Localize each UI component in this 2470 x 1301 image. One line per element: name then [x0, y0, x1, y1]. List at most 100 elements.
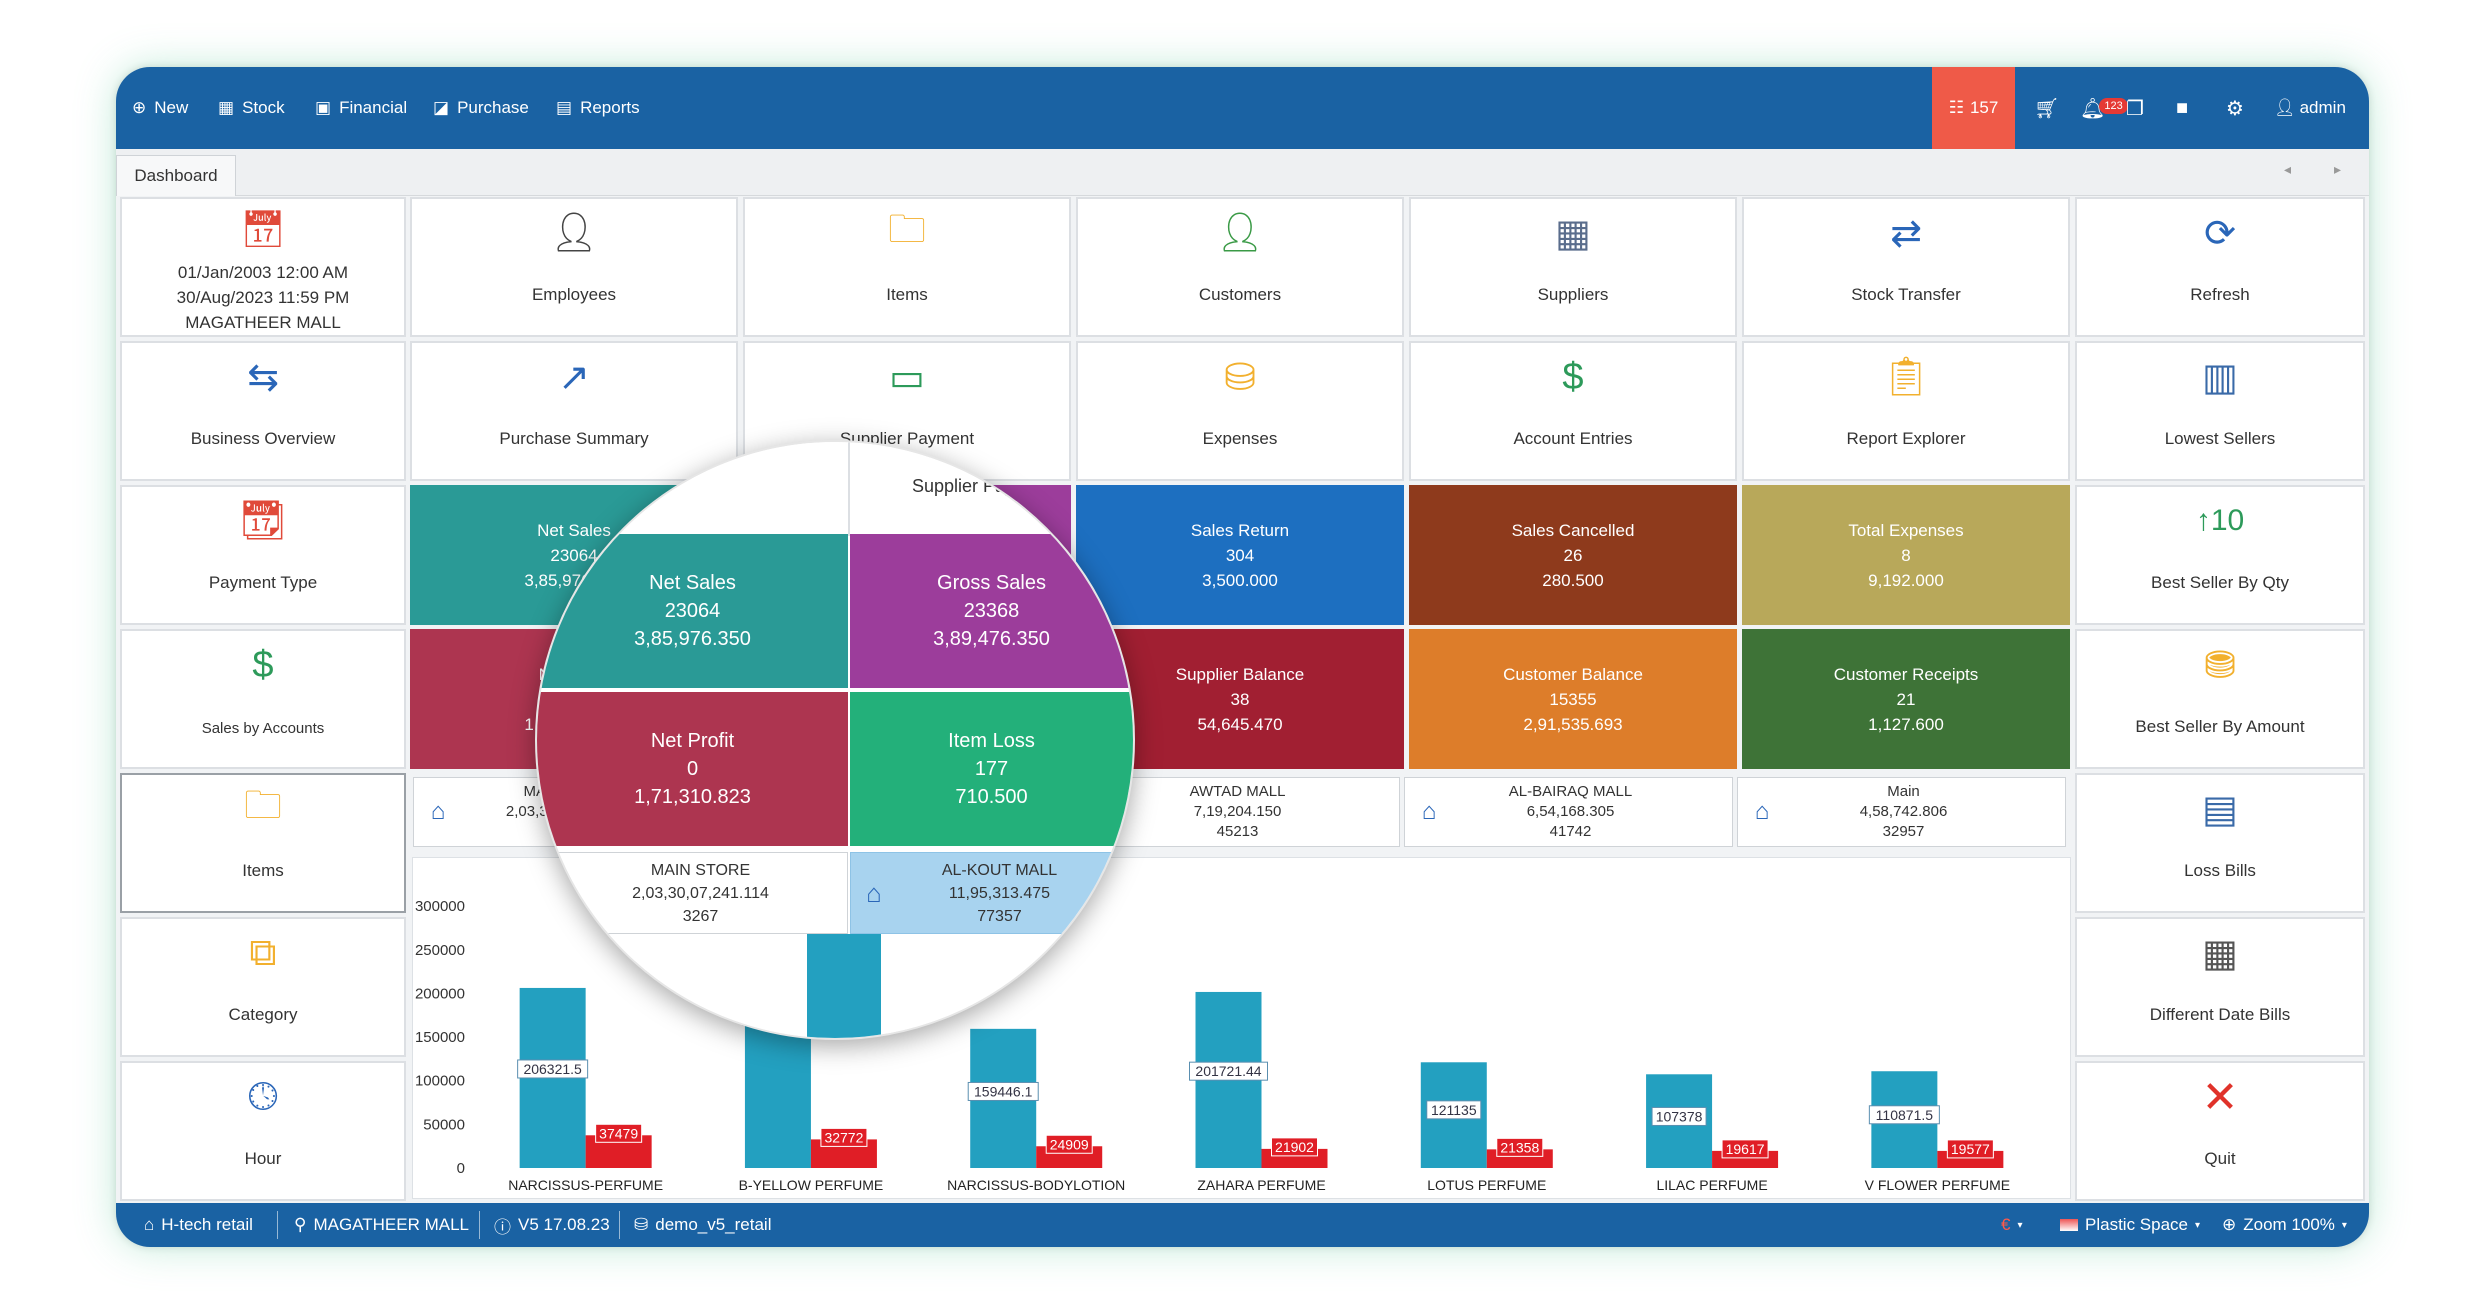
status-store[interactable]: ⚲ MAGATHEER MALL — [294, 1203, 469, 1247]
data-label: 19617 — [1726, 1141, 1765, 1157]
supplier-balance-count: 38 — [1230, 689, 1250, 709]
y-tick-label: 200000 — [415, 985, 465, 1002]
transfer-icon: ⇄ — [1890, 212, 1922, 255]
sales-cancelled-count: 26 — [1563, 545, 1583, 565]
best-seller-amount-tile[interactable]: ⛃ Best Seller By Amount — [2075, 629, 2365, 769]
magnified-net-profit-amount: 1,71,310.823 — [634, 786, 751, 808]
date-range-panel[interactable]: 📅︎ 01/Jan/2003 12:00 AM 30/Aug/2023 11:5… — [120, 197, 406, 337]
loss-bills-tile[interactable]: ▤ Loss Bills — [2075, 773, 2365, 913]
folder-add-icon: 🗀 — [243, 784, 282, 827]
folder-add-icon: 🗀 — [887, 208, 926, 251]
customers-label: Customers — [1198, 285, 1282, 304]
user-menu[interactable]: 👤︎ admin — [2274, 67, 2346, 149]
nav-purchase[interactable]: ◪ Purchase — [433, 67, 529, 149]
copy-icon[interactable]: ❐ — [2126, 97, 2144, 120]
boxes-icon: ▦ — [218, 98, 235, 117]
magnified-store-al-kout-mall: ⌂ AL-KOUT MALL 11,95,313.475 77357 — [850, 852, 1133, 934]
nav-stock[interactable]: ▦ Stock — [218, 67, 285, 149]
data-label-box — [595, 1123, 643, 1143]
store-main[interactable]: ⌂ Main 4,58,742.806 32957 — [1737, 777, 2066, 847]
status-database[interactable]: ⛁ demo_v5_retail — [634, 1203, 772, 1247]
trend-up-icon: ↗ — [558, 356, 590, 399]
customer-balance-card[interactable]: Customer Balance 15355 2,91,535.693 — [1409, 629, 1737, 769]
x-category-label: V FLOWER PERFUME — [1865, 1177, 2010, 1193]
data-label: 107378 — [1656, 1108, 1703, 1124]
sales-cancelled-amount: 280.500 — [1542, 570, 1604, 590]
store-al-bairaq-mall[interactable]: ⌂ AL-BAIRAQ MALL 6,54,168.305 41742 — [1404, 777, 1733, 847]
zoom-menu[interactable]: ⊕ Zoom 100% ▾ — [2222, 1215, 2347, 1234]
data-label-box — [1271, 1137, 1318, 1157]
employees-tile[interactable]: 👤︎ Employees — [410, 197, 738, 337]
suppliers-tile[interactable]: ▦ Suppliers — [1409, 197, 1737, 337]
magnifier-lens: Supplier Payment Net Sales 23064 3,85,97… — [535, 440, 1135, 1040]
money-boxes-icon: ⛃ — [2204, 644, 2236, 687]
user-icon: 👤︎ — [2274, 98, 2296, 117]
dollar-doc-icon: $ — [1562, 355, 1584, 398]
category-label: Category — [228, 1005, 298, 1024]
calendar-icon: 📅︎ — [240, 207, 286, 249]
theme-menu[interactable]: Plastic Space ▾ — [2060, 1203, 2200, 1247]
business-overview-tile[interactable]: ⇆ Business Overview — [120, 341, 406, 481]
notification-counter[interactable]: ☷ 157 — [1932, 67, 2015, 149]
payment-type-tile[interactable]: 📆︎ Payment Type — [120, 485, 406, 625]
sales-return-count: 304 — [1225, 545, 1255, 565]
sales-return-title: Sales Return — [1190, 520, 1290, 540]
gear-icon[interactable]: ⚙ — [2226, 97, 2244, 120]
list-icon: ☷ — [1948, 98, 1964, 117]
nav-new[interactable]: ⊕ New — [132, 67, 188, 149]
nav-reports[interactable]: ▤ Reports — [556, 67, 640, 149]
customer-receipts-card[interactable]: Customer Receipts 21 1,127.600 — [1742, 629, 2070, 769]
tab-dashboard[interactable]: Dashboard — [116, 155, 236, 196]
cart-icon[interactable]: 🛒︎ — [2034, 97, 2060, 120]
cubes-icon: ⧉ — [249, 931, 277, 974]
store-name: AL-BAIRAQ MALL — [1508, 783, 1633, 800]
data-label-box — [1045, 1134, 1093, 1154]
hour-tile[interactable]: 🕓︎ Hour — [120, 1061, 406, 1201]
chat-icon[interactable]: ■ — [2176, 96, 2189, 119]
status-version[interactable]: ⓘ V5 17.08.23 — [494, 1203, 610, 1247]
money-icon: ▣ — [315, 98, 332, 117]
tab-scroll-right-icon[interactable]: ▸ — [2334, 161, 2342, 177]
status-version-label: V5 17.08.23 — [518, 1215, 610, 1234]
lowest-sellers-tile[interactable]: ▥ Lowest Sellers — [2075, 341, 2365, 481]
items-tile[interactable]: 🗀 Items — [743, 197, 1071, 337]
magnified-chart-area — [537, 934, 1133, 1038]
magnified-net-sales-count: 23064 — [664, 600, 721, 622]
magnified-net-sales: Net Sales 23064 3,85,976.350 — [537, 534, 848, 688]
alert-badge: 123 — [2099, 98, 2128, 114]
bar-chart-icon: ▥ — [2202, 356, 2238, 399]
sales-cancelled-card[interactable]: Sales Cancelled 26 280.500 — [1409, 485, 1737, 625]
magnified-gross-sales: Gross Sales 23368 3,89,476.350 — [850, 534, 1133, 688]
magnified-store-name: AL-KOUT MALL — [941, 861, 1058, 879]
stock-transfer-tile[interactable]: ⇄ Stock Transfer — [1742, 197, 2070, 337]
account-entries-tile[interactable]: $ Account Entries — [1409, 341, 1737, 481]
refresh-tile[interactable]: ⟳ Refresh — [2075, 197, 2365, 337]
best-seller-qty-label: Best Seller By Qty — [2151, 573, 2289, 592]
magnified-bar — [807, 934, 881, 1038]
different-date-bills-tile[interactable]: ▦ Different Date Bills — [2075, 917, 2365, 1057]
status-company[interactable]: ⌂ H-tech retail — [144, 1203, 253, 1247]
magnified-store-name: MAIN STORE — [650, 861, 751, 879]
tab-scroll-left-icon[interactable]: ◂ — [2284, 161, 2292, 177]
close-icon: ✕ — [2201, 1072, 2239, 1122]
bell-icon[interactable]: 🔔︎ 123 — [2080, 67, 2128, 149]
currency-menu[interactable]: € ▾ — [2001, 1215, 2023, 1234]
category-tile[interactable]: ⧉ Category — [120, 917, 406, 1057]
quit-tile[interactable]: ✕ Quit — [2075, 1061, 2365, 1201]
items-left-tile[interactable]: 🗀 Items — [120, 773, 406, 913]
customers-tile[interactable]: 👤︎ Customers — [1076, 197, 1404, 337]
report-explorer-tile[interactable]: 📋︎ Report Explorer — [1742, 341, 2070, 481]
nav-financial-label: Financial — [339, 98, 408, 117]
magnified-net-profit: Net Profit 0 1,71,310.823 — [537, 692, 848, 846]
total-expenses-card[interactable]: Total Expenses 8 9,192.000 — [1742, 485, 2070, 625]
status-divider — [479, 1211, 480, 1239]
nav-financial[interactable]: ▣ Financial — [315, 67, 407, 149]
lowest-sellers-label: Lowest Sellers — [2164, 429, 2276, 448]
document-icon: ▤ — [2202, 788, 2238, 831]
customer-receipts-title: Customer Receipts — [1833, 664, 1979, 684]
data-label: 24909 — [1050, 1136, 1089, 1152]
data-label: 201721.44 — [1195, 1063, 1261, 1079]
business-overview-label: Business Overview — [190, 429, 336, 448]
sales-by-accounts-tile[interactable]: $ Sales by Accounts — [120, 629, 406, 769]
best-seller-qty-tile[interactable]: ↑10 Best Seller By Qty — [2075, 485, 2365, 625]
